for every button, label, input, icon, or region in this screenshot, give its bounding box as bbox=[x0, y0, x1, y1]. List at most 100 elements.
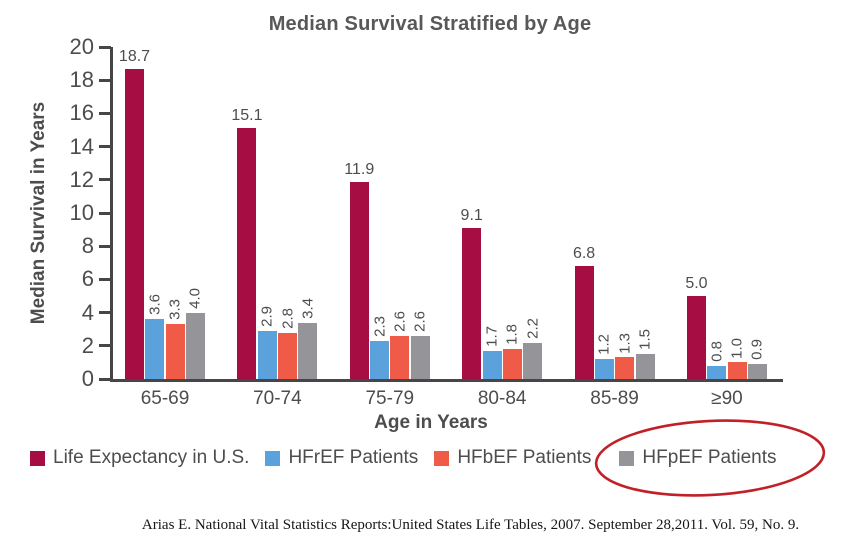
bar-value-label: 1.5 bbox=[636, 329, 654, 351]
bar: 2.9 bbox=[257, 306, 277, 379]
y-axis-tick-mark bbox=[99, 78, 111, 82]
x-axis-tick-label: 70-74 bbox=[253, 388, 302, 409]
y-axis-tick-label: 4 bbox=[81, 299, 94, 325]
y-axis-tick-label: 6 bbox=[81, 266, 94, 292]
bar: 0.9 bbox=[747, 339, 767, 379]
x-axis-tick-label: ≥90 bbox=[711, 388, 743, 409]
bar-value-label: 1.2 bbox=[595, 334, 613, 356]
x-axis-tick-label: 85-89 bbox=[590, 388, 639, 409]
bar-value-label: 3.6 bbox=[146, 294, 164, 316]
y-axis-tick-mark bbox=[99, 178, 111, 182]
y-axis-tick-mark bbox=[99, 45, 111, 49]
y-axis-tick-label: 0 bbox=[81, 366, 94, 391]
y-axis-tick-label: 12 bbox=[69, 166, 94, 192]
bar: 3.3 bbox=[165, 299, 185, 379]
bar: 6.8 bbox=[573, 245, 595, 379]
bar: 9.1 bbox=[461, 207, 483, 379]
bar-value-label: 1.8 bbox=[503, 324, 521, 346]
bar-value-label: 0.9 bbox=[748, 339, 766, 361]
y-axis-tick-label: 14 bbox=[69, 133, 94, 159]
x-axis-tick-label: 65-69 bbox=[140, 388, 190, 409]
bar-group: 5.0 0.8 1.0 0.9 ≥90 bbox=[685, 47, 767, 409]
bar-value-label: 2.9 bbox=[258, 306, 276, 327]
chart-title: Median Survival Stratified by Age bbox=[268, 13, 592, 35]
bar-value-label: 11.9 bbox=[344, 160, 375, 178]
legend-label: HFpEF Patients bbox=[642, 447, 777, 468]
y-axis-tick-label: 16 bbox=[69, 100, 94, 126]
chart-legend: Life Expectancy in U.S. HFrEF Patients HFb… bbox=[30, 419, 826, 497]
bar: 11.9 bbox=[344, 161, 374, 379]
bar-value-label: 9.1 bbox=[460, 206, 483, 224]
legend-item: Life Expectancy in U.S. bbox=[30, 447, 249, 469]
chart-plot-area: 18.7 3.6 3.3 4.0 65-69 15.1 2.9 2.8 3.4 70-74 11.9… bbox=[110, 47, 783, 409]
y-axis-tick-label: 8 bbox=[81, 233, 94, 259]
y-axis-tick-label: 18 bbox=[69, 67, 94, 93]
legend-swatch bbox=[434, 450, 450, 466]
bar-value-label: 3.4 bbox=[299, 297, 317, 319]
bar: 1.3 bbox=[615, 333, 635, 379]
legend-label: HFrEF Patients bbox=[288, 447, 419, 468]
bar: 1.0 bbox=[727, 338, 747, 379]
bar-value-label: 2.2 bbox=[524, 317, 542, 339]
bar-value-label: 4.0 bbox=[186, 287, 204, 309]
bar-value-label: 2.6 bbox=[391, 310, 409, 332]
bar-value-label: 15.1 bbox=[231, 107, 263, 125]
bar-value-label: 2.6 bbox=[411, 310, 429, 332]
bar-group: 9.1 1.7 1.8 2.2 80-84 bbox=[461, 47, 543, 409]
legend-item: HFrEF Patients bbox=[265, 447, 418, 469]
y-axis-tick-mark bbox=[99, 145, 111, 149]
x-axis-tick-label: 80-84 bbox=[477, 388, 527, 409]
x-axis-tick-label: 75-79 bbox=[365, 388, 415, 409]
legend-item: HFbEF Patients bbox=[434, 447, 591, 469]
bar: 5.0 bbox=[685, 275, 708, 379]
bar-value-label: 2.8 bbox=[279, 307, 297, 329]
bar: 1.5 bbox=[635, 329, 655, 379]
bar-value-label: 1.0 bbox=[728, 337, 746, 359]
bar: 2.3 bbox=[370, 316, 390, 379]
bar: 4.0 bbox=[185, 288, 205, 379]
y-axis-tick-mark bbox=[99, 111, 111, 115]
bar-group: 18.7 3.6 3.3 4.0 65-69 bbox=[119, 47, 205, 409]
y-axis-tick-label: 20 bbox=[69, 34, 94, 59]
bar-value-label: 2.3 bbox=[371, 315, 389, 337]
legend-swatch bbox=[30, 450, 45, 466]
legend-swatch bbox=[619, 450, 635, 466]
bar-value-label: 0.8 bbox=[708, 340, 726, 362]
citation-text: Arias E. National Vital Statistics Repor… bbox=[141, 517, 800, 533]
y-axis-tick-mark bbox=[99, 377, 111, 381]
bar: 1.8 bbox=[502, 324, 522, 379]
bar-value-label: 1.7 bbox=[483, 325, 501, 347]
y-axis-tick-mark bbox=[99, 277, 111, 281]
bar: 3.4 bbox=[298, 298, 318, 379]
bar: 1.7 bbox=[482, 326, 502, 379]
y-axis-tick-label: 10 bbox=[69, 200, 94, 225]
y-axis-tick-label: 2 bbox=[81, 332, 94, 358]
bar: 1.2 bbox=[594, 334, 614, 379]
bar-value-label: 18.7 bbox=[118, 47, 151, 65]
bar-group: 11.9 2.3 2.6 2.6 75-79 bbox=[344, 47, 430, 409]
y-axis-tick-mark bbox=[99, 344, 111, 348]
y-axis-tick-mark bbox=[99, 244, 111, 248]
bar-value-label: 1.3 bbox=[616, 332, 634, 354]
bar: 3.6 bbox=[145, 294, 165, 379]
legend-swatch bbox=[265, 450, 281, 466]
bar-value-label: 3.3 bbox=[166, 299, 184, 321]
bar: 2.8 bbox=[278, 308, 298, 379]
bar: 2.6 bbox=[390, 311, 410, 379]
bar-value-label: 6.8 bbox=[572, 245, 596, 263]
bar: 0.8 bbox=[707, 341, 727, 379]
y-axis: 0 2 4 6 8 10 12 14 16 18 20 bbox=[0, 34, 111, 391]
legend-item: HFpEF Patients bbox=[594, 419, 826, 497]
bar: 2.6 bbox=[410, 311, 430, 379]
y-axis-tick-mark bbox=[99, 211, 111, 215]
bar-group: 6.8 1.2 1.3 1.5 85-89 bbox=[573, 47, 655, 409]
bar: 15.1 bbox=[231, 107, 262, 379]
bar-value-label: 5.0 bbox=[685, 275, 708, 292]
bar: 18.7 bbox=[119, 48, 150, 379]
x-axis-title: Age in Years bbox=[374, 412, 488, 433]
y-axis-tick-mark bbox=[99, 311, 111, 315]
legend-label: Life Expectancy in U.S. bbox=[53, 447, 250, 468]
bar: 2.2 bbox=[523, 318, 543, 379]
legend-label: HFbEF Patients bbox=[457, 447, 592, 468]
